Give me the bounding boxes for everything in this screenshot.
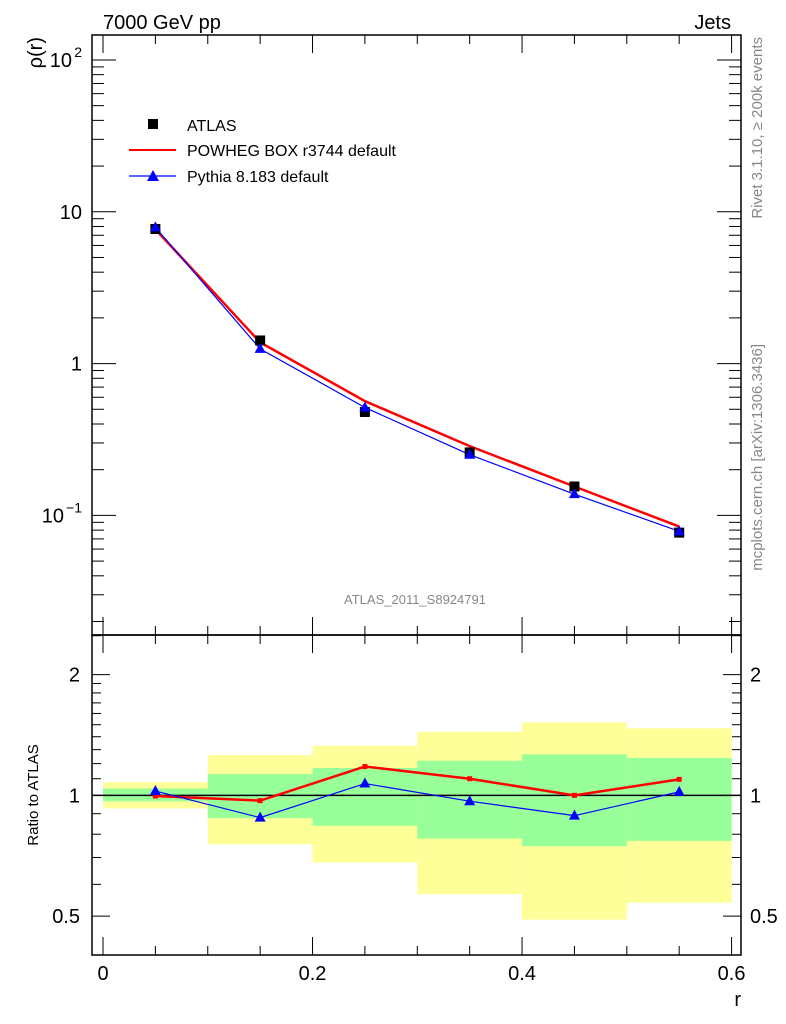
title-right: Jets — [694, 12, 731, 34]
main-y-tick-label: 10 — [50, 50, 72, 72]
ratio-point-powheg — [362, 764, 368, 770]
main-y-tick-exponent: 2 — [74, 44, 82, 60]
ratio-y-tick-label-right: 2 — [750, 665, 761, 687]
main-y-tick-label: 10 — [60, 202, 82, 224]
main-y-tick-label: 10 — [42, 505, 64, 527]
data-point-pythia — [359, 401, 371, 412]
legend-marker-atlas — [148, 119, 158, 129]
legend-label-pythia: Pythia 8.183 default — [187, 169, 329, 186]
main-y-tick-label: 1 — [71, 354, 82, 376]
data-point-atlas — [359, 406, 370, 417]
ratio-point-powheg — [257, 798, 263, 804]
legend: ATLAS POWHEG BOX r3744 default Pythia 8.… — [129, 118, 397, 186]
main-line-powheg — [154, 228, 680, 528]
inner-band-bin — [626, 757, 732, 841]
main-y-axis-label: ρ(r) — [25, 37, 47, 68]
data-point-pythia — [149, 221, 161, 232]
legend-label-atlas: ATLAS — [187, 118, 237, 135]
ratio-point-pythia — [149, 785, 161, 796]
ratio-y-tick-label-right: 1 — [750, 785, 761, 807]
title-left: 7000 GeV pp — [103, 12, 221, 34]
x-tick-label: 0 — [97, 963, 108, 985]
data-point-pythia — [568, 488, 580, 499]
data-point-pythia — [673, 525, 685, 536]
inner-band-bin — [522, 754, 627, 847]
ratio-point-pythia — [464, 795, 476, 806]
x-tick-label: 0.2 — [299, 963, 327, 985]
ratio-y-tick-label-left: 0.5 — [52, 906, 80, 928]
ratio-line-powheg — [155, 765, 680, 802]
ratio-y-axis-label: Ratio to ATLAS — [25, 744, 42, 845]
side-label-bottom: mcplots.cern.ch [arXiv:1306.3436] — [749, 344, 766, 571]
legend-label-powheg: POWHEG BOX r3744 default — [187, 143, 397, 160]
ratio-point-pythia — [254, 811, 266, 822]
inner-band-bin — [207, 774, 313, 819]
data-point-atlas — [255, 335, 266, 346]
main-y-tick-exponent: −1 — [66, 499, 82, 515]
inner-band-bin — [312, 767, 418, 826]
x-tick-label: 0.4 — [508, 963, 536, 985]
ratio-line-pythia — [155, 782, 680, 819]
ratio-point-pythia — [673, 785, 685, 796]
ratio-point-pythia — [359, 777, 371, 788]
data-point-atlas — [569, 481, 580, 492]
ratio-y-tick-label-left: 1 — [69, 785, 80, 807]
ratio-point-powheg — [571, 792, 577, 798]
ratio-y-tick-label-right: 0.5 — [750, 906, 778, 928]
ratio-y-tick-label-left: 2 — [69, 665, 80, 687]
legend-marker-pythia — [147, 170, 159, 181]
x-axis-label: r — [734, 989, 741, 1011]
data-point-pythia — [254, 342, 266, 353]
x-tick-label: 0.6 — [718, 963, 746, 985]
ratio-point-powheg — [467, 776, 473, 782]
ratio-point-powheg — [152, 793, 158, 799]
ratio-point-powheg — [676, 776, 682, 782]
data-point-pythia — [464, 448, 476, 459]
side-label-top: Rivet 3.1.10, ≥ 200k events — [749, 37, 766, 219]
analysis-label: ATLAS_2011_S8924791 — [344, 592, 486, 607]
main-line-pythia — [154, 227, 680, 532]
ratio-point-pythia — [568, 809, 580, 820]
